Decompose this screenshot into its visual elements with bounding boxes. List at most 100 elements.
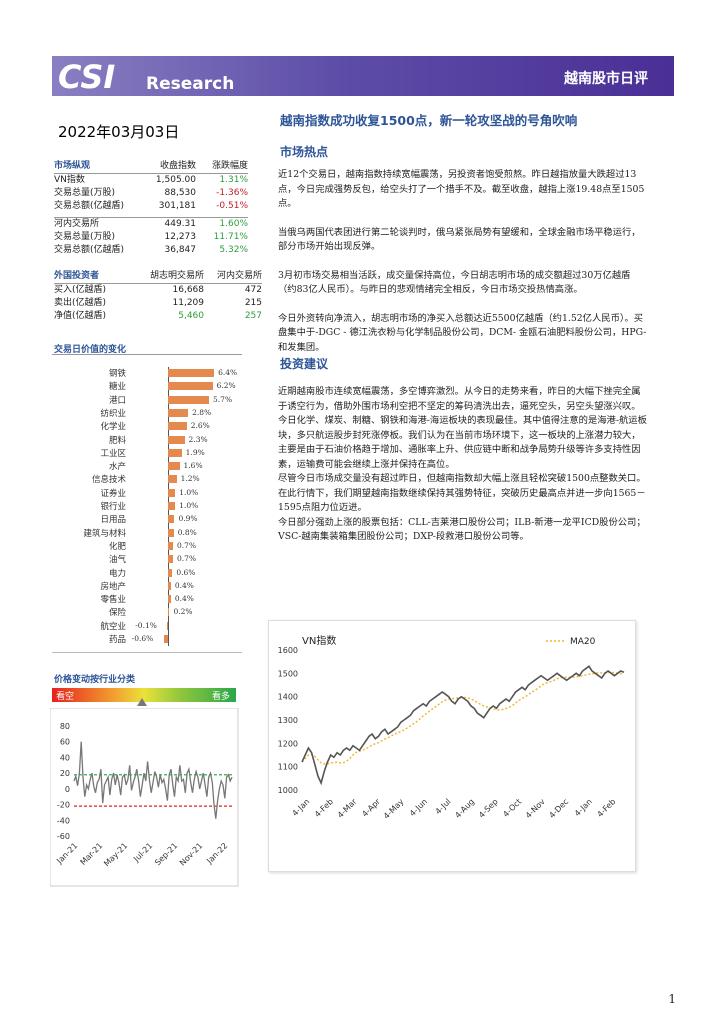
sector-label: 水产 [108,462,126,473]
x-tick-label: 4-Oct [501,797,523,819]
headline: 越南指数成功收复1500点，新一轮攻坚战的号角吹响 [280,113,578,128]
sector-bar [168,369,215,377]
sector-label: 航空业 [100,621,126,632]
sector-label: 糖业 [108,382,126,393]
y-tick-label: 40 [60,753,70,762]
sector-bar [168,448,182,457]
table-row: 买入(亿越盾) 16,668 472 [54,283,262,295]
sector-value-label: 0.6% [176,567,196,577]
sector-value-label: 0.2% [173,607,193,617]
page-number: 1 [668,992,676,1006]
sector-bar [168,608,170,617]
y-tick-label: 80 [60,722,70,731]
table-row: 净值(亿越盾) 5,460 257 [54,311,262,321]
sector-value-label: 1.6% [183,461,203,471]
csi-logo: CSI [58,60,115,96]
sector-bar [168,475,177,484]
sector-label: 化学业 [100,422,126,433]
sector-label: 工业区 [100,448,126,459]
hot-paragraph: 当俄乌两国代表团进行第二轮谈判时，俄乌紧张局势有望缓和，全球金融市场平稳运行，部… [278,226,641,253]
sector-bar [168,395,210,404]
x-tick-label: 4-Dec [547,797,570,820]
sector-label: 日用品 [100,515,126,526]
y-tick-label: 1300 [278,716,298,725]
sector-bar [168,488,176,497]
table-row: 河内交易所 449.31 1.60% [54,217,248,229]
advice-paragraph: 尽管今日市场成交量没有超过昨日，但越南指数却大幅上涨且轻松突破1500点整数关口… [278,473,646,513]
advice-paragraph: 今日部分强劲上涨的股票包括：CLL-吉莱港口股份公司；ILB-新港一龙平ICD股… [278,516,646,543]
y-tick-label: 1100 [278,763,298,772]
sector-bar [168,422,187,431]
sector-bar [168,515,175,524]
y-tick-label: 0 [65,785,70,794]
pointer-triangle-icon [137,698,147,706]
sector-value-label: 0.4% [174,594,194,604]
x-tick-label: 4-Nov [524,797,547,820]
hot-title: 市场热点 [280,145,329,159]
sector-label: 化肥 [108,541,126,552]
x-tick-label: 4-May [382,797,406,821]
header-band [52,56,674,96]
hot-section: 近12个交易日，越南指数持续宽幅震荡，另投资者饱受煎熬。昨日越指放量大跌超过13… [278,168,648,355]
sector-value-label: 0.9% [178,514,198,524]
x-tick-label: 4-Aug [453,797,476,820]
brand-research: Research [146,74,235,94]
advice-section: 近期越南股市连续宽幅震荡，多空博弈激烈。从今日的走势来看，昨日的大幅下挫完全属于… [278,385,648,545]
sector-label: 电力 [108,568,126,579]
hot-paragraph: 今日外资转向净流入，胡志明市场的净买入总额达近5500亿越盾（约1.52亿人民币… [278,312,647,353]
advice-paragraph: 今日化学、煤炭、制糖、钢铁和海港-海运板块的表现最佳。其中值得注意的是海港-航运… [278,415,647,470]
sector-label: 保险 [108,608,126,619]
y-tick-label: 1500 [278,669,298,678]
sector-bar [168,382,213,391]
sector-label: 钢铁 [108,369,126,379]
divider [52,354,242,355]
sector-bar [163,635,168,643]
hot-paragraph: 3月初市场交易相当活跃，成交量保持高位，今日胡志明市场的成交额超过30万亿越盾（… [278,269,631,296]
bull-label: 看多 [212,692,231,702]
sector-bar [168,528,174,537]
market-overview: 市场纵观 收盘指数 涨跌幅度 VN指数 1,505.00 1.31% 交易总量(… [54,160,248,257]
sector-label: 零售业 [100,595,126,606]
ranking-series-line [73,741,233,819]
sector-label: 银行业 [100,502,126,512]
market-title: 市场纵观 [54,161,91,171]
x-tick-label: 4-Sep [477,797,500,820]
vn-chart-title: VN指数 [302,634,336,647]
report-name: 越南股市日评 [564,71,648,87]
sector-bar [168,581,171,590]
sector-value-label: 0.7% [177,540,197,550]
sector-bar [168,595,171,604]
sector-value-label: -0.1% [135,620,157,630]
foreign-table: 外国投资者 胡志明交易所 河内交易所 买入(亿越盾) 16,668 472 卖出… [54,270,262,323]
sector-label: 港口 [108,395,126,406]
sector-value-label: 1.2% [180,474,200,484]
sector-bar [168,408,189,417]
ranking-frame [50,708,239,887]
x-tick-label: Jul-21 [131,841,154,864]
col-change: 涨跌幅度 [211,161,248,171]
report-date: 2022年03月03日 [58,123,180,141]
x-tick-label: 4-Mar [336,797,359,820]
x-tick-label: Nov-21 [178,841,204,867]
y-tick-label: 1600 [278,646,298,655]
table-row: 卖出(亿越盾) 11,209 215 [54,298,262,308]
sector-bar [168,462,180,471]
x-tick-label: 4-Feb [313,797,335,819]
y-tick-label: 1200 [278,739,298,748]
sector-bar [167,621,169,630]
sector-label: 证券业 [100,488,126,499]
y-tick-label: 1000 [278,786,298,795]
sector-label: 药品 [108,635,126,645]
sector-value-label: 0.7% [177,554,197,564]
x-tick-label: 4-Jun [408,797,429,818]
vn-chart-frame [268,620,636,872]
table-row: VN指数 1,505.00 1.31% [54,173,248,185]
sector-bar [168,502,176,510]
col-hn: 河内交易所 [216,271,262,281]
table-row: 交易总额(亿越盾) 301,181 -0.51% [54,201,248,211]
advice-title: 投资建议 [280,357,329,371]
x-tick-label: Sep-21 [153,841,179,867]
sector-bar [168,555,174,564]
sector-value-label: 2.8% [192,407,212,417]
sector-value-label: 0.8% [177,527,197,537]
